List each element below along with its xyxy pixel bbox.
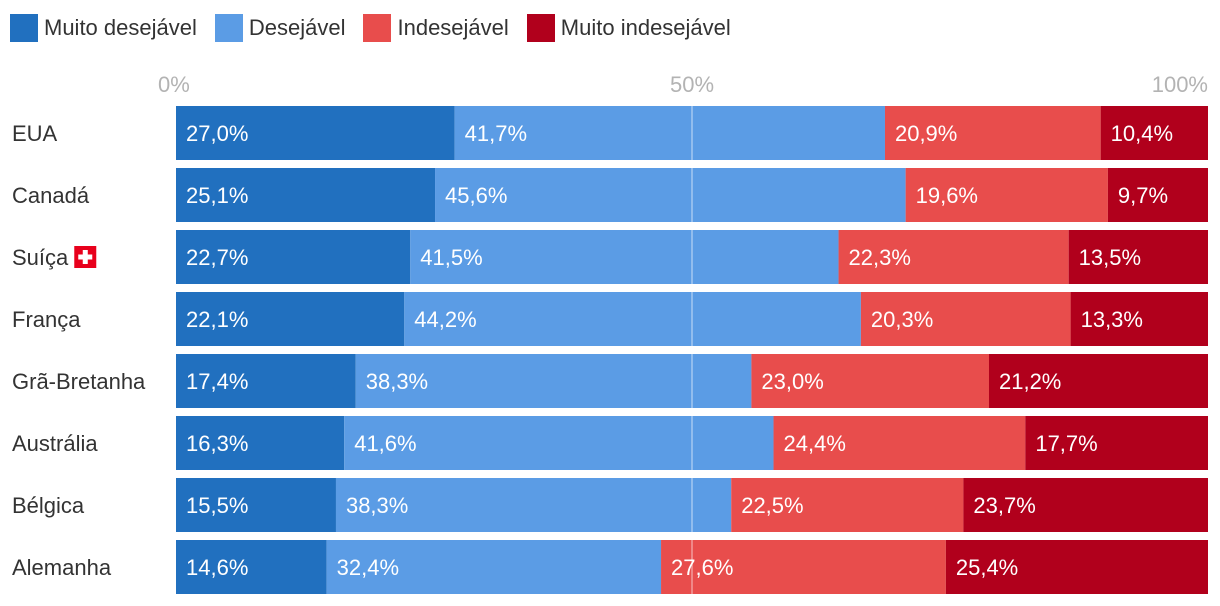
bar-segment-2-0	[176, 230, 411, 284]
bar-label-0-1: 41,7%	[465, 121, 527, 146]
row-label-4: Grã-Bretanha	[12, 369, 146, 394]
legend-swatch-indesejavel	[363, 14, 392, 42]
bar-label-5-1: 41,6%	[354, 431, 416, 456]
bar-segment-2-3	[1068, 230, 1208, 284]
bar-label-4-0: 17,4%	[186, 369, 248, 394]
bar-label-5-3: 17,7%	[1035, 431, 1097, 456]
bar-segment-5-3	[1025, 416, 1208, 470]
bar-segment-0-3	[1100, 106, 1208, 160]
legend-label-desejavel: Desejável	[248, 15, 346, 40]
bar-label-4-2: 23,0%	[761, 369, 823, 394]
bar-label-4-1: 38,3%	[366, 369, 428, 394]
bar-label-0-3: 10,4%	[1111, 121, 1173, 146]
bar-label-1-3: 9,7%	[1118, 183, 1168, 208]
bar-label-2-0: 22,7%	[186, 245, 248, 270]
bar-segment-3-1	[404, 292, 861, 346]
bar-segment-4-0	[176, 354, 356, 408]
bar-label-2-3: 13,5%	[1079, 245, 1141, 270]
bar-segment-6-2	[731, 478, 964, 532]
bar-segment-0-0	[176, 106, 455, 160]
bar-segment-0-2	[884, 106, 1101, 160]
bar-segment-3-0	[176, 292, 405, 346]
legend-item-muito-desejavel: Muito desejável	[10, 14, 197, 42]
bar-label-2-1: 41,5%	[420, 245, 482, 270]
bar-segment-7-0	[176, 540, 327, 594]
bar-segment-3-2	[860, 292, 1071, 346]
bar-segment-2-1	[410, 230, 839, 284]
legend-label-indesejavel: Indesejável	[397, 15, 509, 40]
bar-segment-3-3	[1070, 292, 1208, 346]
bar-label-4-3: 21,2%	[999, 369, 1061, 394]
legend-item-desejavel: Desejável	[214, 14, 346, 42]
legend-item-muito-indesejavel: Muito indesejável	[526, 14, 731, 42]
legend-item-indesejavel: Indesejável	[363, 14, 509, 42]
bar-segment-7-2	[661, 540, 946, 594]
bar-segment-1-3	[1107, 168, 1208, 222]
bar-segment-1-0	[176, 168, 436, 222]
bar-label-1-0: 25,1%	[186, 183, 248, 208]
legend-label-muito-desejavel: Muito desejável	[44, 15, 197, 40]
row-label-0: EUA	[12, 121, 58, 146]
bar-label-0-0: 27,0%	[186, 121, 248, 146]
bar-segment-1-2	[905, 168, 1108, 222]
bar-segment-2-2	[838, 230, 1069, 284]
x-tick-label-0: 0%	[158, 72, 190, 97]
bar-label-3-0: 22,1%	[186, 307, 248, 332]
bar-label-7-2: 27,6%	[671, 555, 733, 580]
bar-segment-4-1	[355, 354, 752, 408]
bar-segment-7-1	[326, 540, 662, 594]
row-label-3: França	[12, 307, 81, 332]
bar-segment-4-3	[988, 354, 1208, 408]
bar-label-7-3: 25,4%	[956, 555, 1018, 580]
legend: Muito desejável Desejável Indesejável Mu…	[10, 12, 749, 44]
bar-label-2-2: 22,3%	[849, 245, 911, 270]
bar-segment-5-2	[773, 416, 1026, 470]
bar-segment-5-0	[176, 416, 345, 470]
bar-label-3-2: 20,3%	[871, 307, 933, 332]
bar-label-1-2: 19,6%	[916, 183, 978, 208]
row-label-5: Austrália	[12, 431, 98, 456]
row-label-7: Alemanha	[12, 555, 112, 580]
legend-label-muito-indesejavel: Muito indesejável	[560, 15, 731, 40]
legend-swatch-muito-desejavel	[10, 14, 38, 42]
bar-label-6-2: 22,5%	[741, 493, 803, 518]
bar-segment-6-1	[335, 478, 732, 532]
bar-label-6-0: 15,5%	[186, 493, 248, 518]
bar-segment-4-2	[751, 354, 989, 408]
bar-segment-5-1	[344, 416, 774, 470]
row-label-2: Suíça	[12, 245, 69, 270]
bar-label-5-2: 24,4%	[784, 431, 846, 456]
bar-segment-6-0	[176, 478, 336, 532]
legend-swatch-desejavel	[214, 14, 243, 42]
bar-label-6-1: 38,3%	[346, 493, 408, 518]
row-label-6: Bélgica	[12, 493, 85, 518]
x-tick-label-2: 100%	[1152, 72, 1208, 97]
bar-label-3-3: 13,3%	[1081, 307, 1143, 332]
bar-label-0-2: 20,9%	[895, 121, 957, 146]
bar-label-6-3: 23,7%	[973, 493, 1035, 518]
bar-segment-7-3	[945, 540, 1208, 594]
bar-label-7-0: 14,6%	[186, 555, 248, 580]
legend-swatch-muito-indesejavel	[526, 14, 555, 42]
x-tick-label-1: 50%	[670, 72, 714, 97]
swiss-flag-icon	[74, 246, 97, 268]
bar-label-1-1: 45,6%	[445, 183, 507, 208]
bar-label-7-1: 32,4%	[337, 555, 399, 580]
bar-segment-0-1	[454, 106, 885, 160]
bar-segment-1-1	[435, 168, 906, 222]
bar-segment-6-3	[963, 478, 1208, 532]
row-label-1: Canadá	[12, 183, 90, 208]
bar-label-5-0: 16,3%	[186, 431, 248, 456]
bar-label-3-1: 44,2%	[414, 307, 476, 332]
